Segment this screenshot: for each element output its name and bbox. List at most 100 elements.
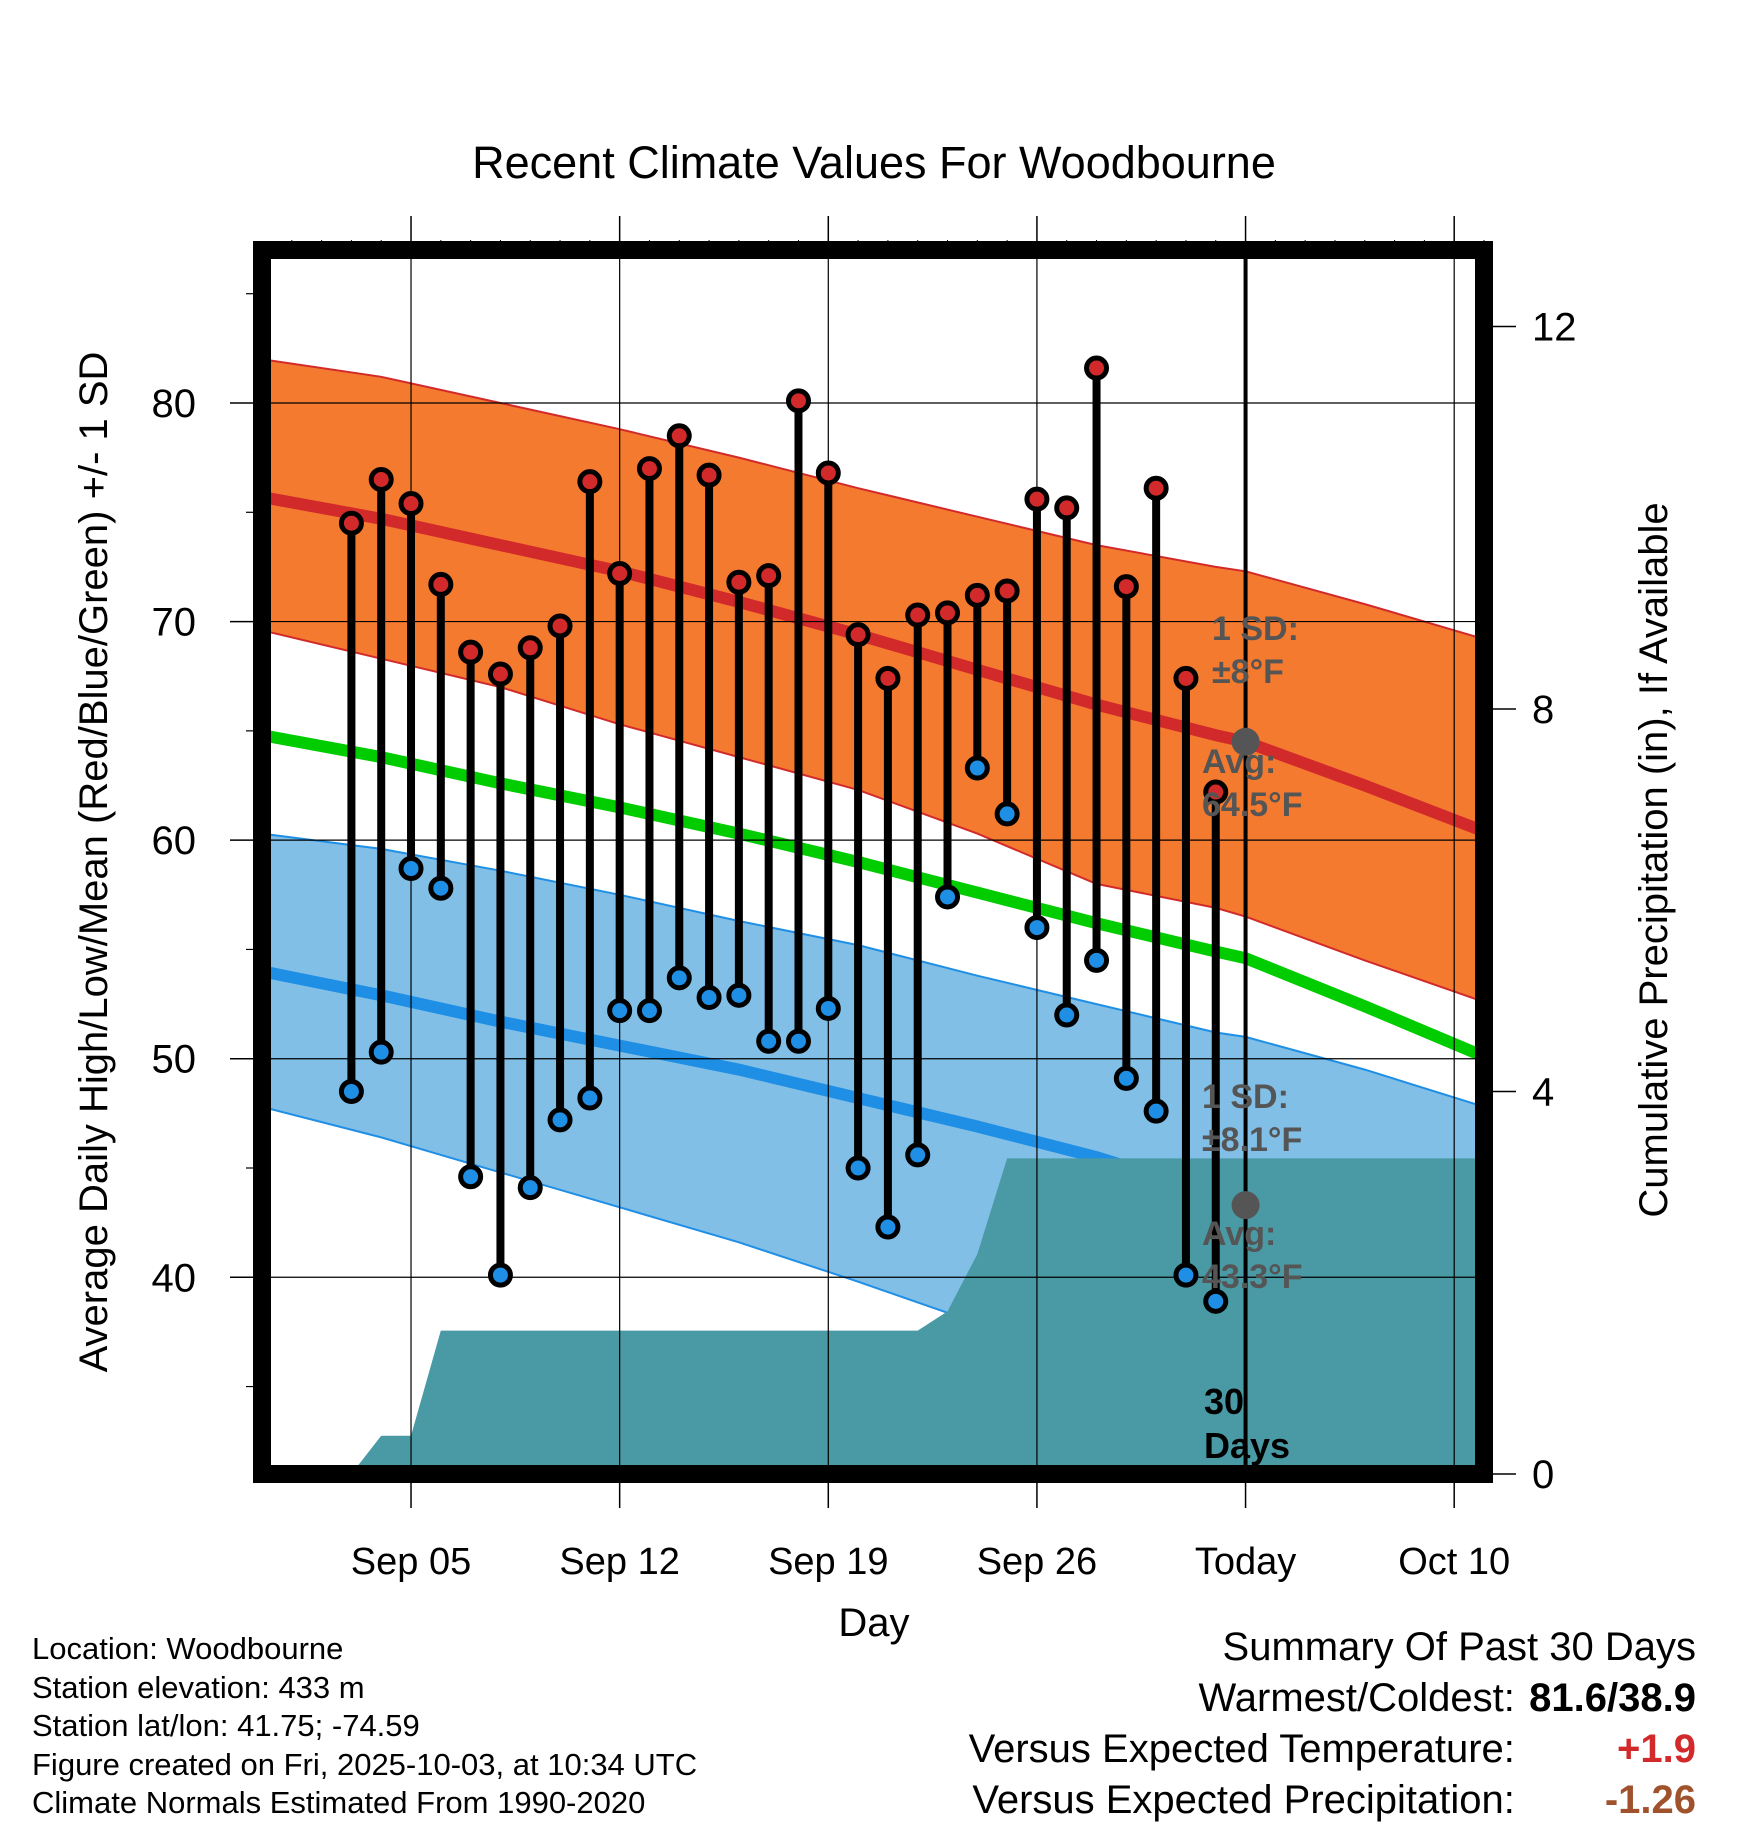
daily-high-point xyxy=(666,423,692,449)
daily-high-point xyxy=(1054,495,1080,521)
days-count: 30 xyxy=(1204,1381,1244,1422)
daily-low-point xyxy=(845,1155,871,1181)
temp-label: Versus Expected Temperature: xyxy=(968,1727,1515,1771)
summary-temp: Versus Expected Temperature: +1.9 xyxy=(969,1724,1696,1775)
station-elevation: Station elevation: 433 m xyxy=(32,1669,365,1705)
summary-precip: Versus Expected Precipitation: -1.26 xyxy=(969,1775,1696,1826)
daily-low-point xyxy=(487,1262,513,1288)
high-avg-value: 64.5°F xyxy=(1202,786,1303,824)
daily-low-point xyxy=(338,1079,364,1104)
daily-low-point xyxy=(1173,1262,1199,1288)
x-tick-label: Sep 26 xyxy=(977,1541,1097,1583)
daily-high-point xyxy=(875,665,901,691)
daily-low-point xyxy=(726,982,752,1008)
daily-low-point xyxy=(1203,1288,1229,1314)
daily-high-point xyxy=(1173,665,1199,691)
daily-low-point xyxy=(756,1028,782,1054)
daily-high-point xyxy=(577,469,603,495)
daily-low-point xyxy=(815,995,841,1021)
daily-low-point xyxy=(1143,1098,1169,1124)
high-sd-band xyxy=(262,359,1484,1002)
x-tick-label: Sep 05 xyxy=(351,1541,471,1583)
precip-area xyxy=(321,1158,1484,1474)
daily-high-point xyxy=(398,491,424,517)
y-tick-label: 50 xyxy=(152,1038,197,1082)
daily-high-point xyxy=(845,622,871,648)
daily-high-point xyxy=(964,582,990,608)
daily-high-point xyxy=(726,569,752,595)
daily-low-point xyxy=(935,884,961,910)
daily-high-point xyxy=(547,613,573,639)
high-sd-upper-line xyxy=(262,358,1484,641)
chart-title: Recent Climate Values For Woodbourne xyxy=(472,137,1276,188)
daily-low-point xyxy=(666,965,692,991)
plot-area xyxy=(262,358,1484,1474)
daily-high-point xyxy=(785,388,811,414)
y2-axis-label: Cumulative Precipitation (in), If Availa… xyxy=(1632,502,1676,1217)
daily-high-point xyxy=(1143,475,1169,501)
y-axis-label: Average Daily High/Low/Mean (Red/Blue/Gr… xyxy=(72,352,116,1373)
daily-low-point xyxy=(1054,1002,1080,1028)
daily-high-point xyxy=(607,560,633,586)
low-avg-value: 43.3°F xyxy=(1202,1258,1303,1296)
figure-created: Figure created on Fri, 2025-10-03, at 10… xyxy=(32,1746,698,1782)
daily-high-point xyxy=(1113,574,1139,600)
daily-low-point xyxy=(905,1142,931,1168)
daily-high-point xyxy=(905,602,931,628)
daily-high-point xyxy=(935,600,961,626)
daily-high-point xyxy=(815,460,841,486)
y2-tick-label: 12 xyxy=(1532,306,1577,350)
daily-low-point xyxy=(1084,947,1110,973)
summary-title: Summary Of Past 30 Days xyxy=(1222,1625,1696,1669)
low-avg-label: Avg: xyxy=(1202,1215,1276,1253)
daily-low-point xyxy=(398,856,424,882)
station-latlon: Station lat/lon: 41.75; -74.59 xyxy=(32,1708,420,1743)
x-tick-label: Oct 10 xyxy=(1398,1541,1510,1583)
daily-low-point xyxy=(994,801,1020,827)
warm-cold-label: Warmest/Coldest: xyxy=(1198,1676,1515,1720)
today-avg-high-marker xyxy=(1231,727,1260,756)
y-tick-label: 60 xyxy=(152,819,197,863)
y2-tick-label: 0 xyxy=(1532,1453,1554,1497)
low-sd-value: ±8.1°F xyxy=(1202,1121,1302,1159)
daily-low-point xyxy=(547,1107,573,1133)
axes: Sep 05 Sep 12 Sep 19 Sep 26 Today Oct 1040506… xyxy=(152,216,1577,1583)
x-tick-label: Sep 19 xyxy=(768,1541,888,1583)
days-word: Days xyxy=(1204,1425,1290,1466)
daily-high-point xyxy=(428,571,454,597)
daily-high-point xyxy=(1024,486,1050,512)
daily-low-point xyxy=(636,998,662,1024)
precip-value: -1.26 xyxy=(1604,1778,1696,1822)
daily-high-point xyxy=(487,661,513,687)
summary-panel: Summary Of Past 30 Days Warmest/Coldest:… xyxy=(969,1622,1696,1826)
daily-high-point xyxy=(1084,355,1110,381)
plot-frame xyxy=(253,241,1493,1483)
daily-high-point xyxy=(458,639,484,665)
daily-low-point xyxy=(577,1085,603,1111)
y2-tick-label: 8 xyxy=(1532,688,1554,732)
y-tick-label: 80 xyxy=(152,382,197,426)
precip-label: Versus Expected Precipitation: xyxy=(972,1778,1515,1822)
summary-warm-cold: Warmest/Coldest: 81.6/38.9 xyxy=(969,1673,1697,1724)
station-location: Location: Woodbourne xyxy=(32,1631,344,1666)
daily-low-point xyxy=(517,1175,543,1201)
daily-low-point xyxy=(1113,1065,1139,1091)
y-tick-label: 40 xyxy=(152,1256,197,1300)
daily-low-point xyxy=(428,875,454,901)
daily-low-point xyxy=(607,998,633,1024)
daily-high-point xyxy=(756,563,782,589)
high-sd-label: 1 SD: xyxy=(1212,610,1299,648)
daily-high-point xyxy=(338,510,364,536)
high-sd-value: ±8°F xyxy=(1212,653,1284,691)
y2-tick-label: 4 xyxy=(1532,1071,1554,1115)
daily-low-point xyxy=(368,1039,394,1065)
x-tick-label: Sep 12 xyxy=(559,1541,679,1583)
today-avg-low-marker xyxy=(1231,1191,1260,1220)
daily-low-point xyxy=(875,1214,901,1240)
daily-low-point xyxy=(785,1028,811,1054)
low-sd-label: 1 SD: xyxy=(1202,1078,1289,1116)
daily-high-point xyxy=(517,635,543,661)
daily-high-point xyxy=(1203,779,1229,805)
daily-low-point xyxy=(458,1164,484,1190)
